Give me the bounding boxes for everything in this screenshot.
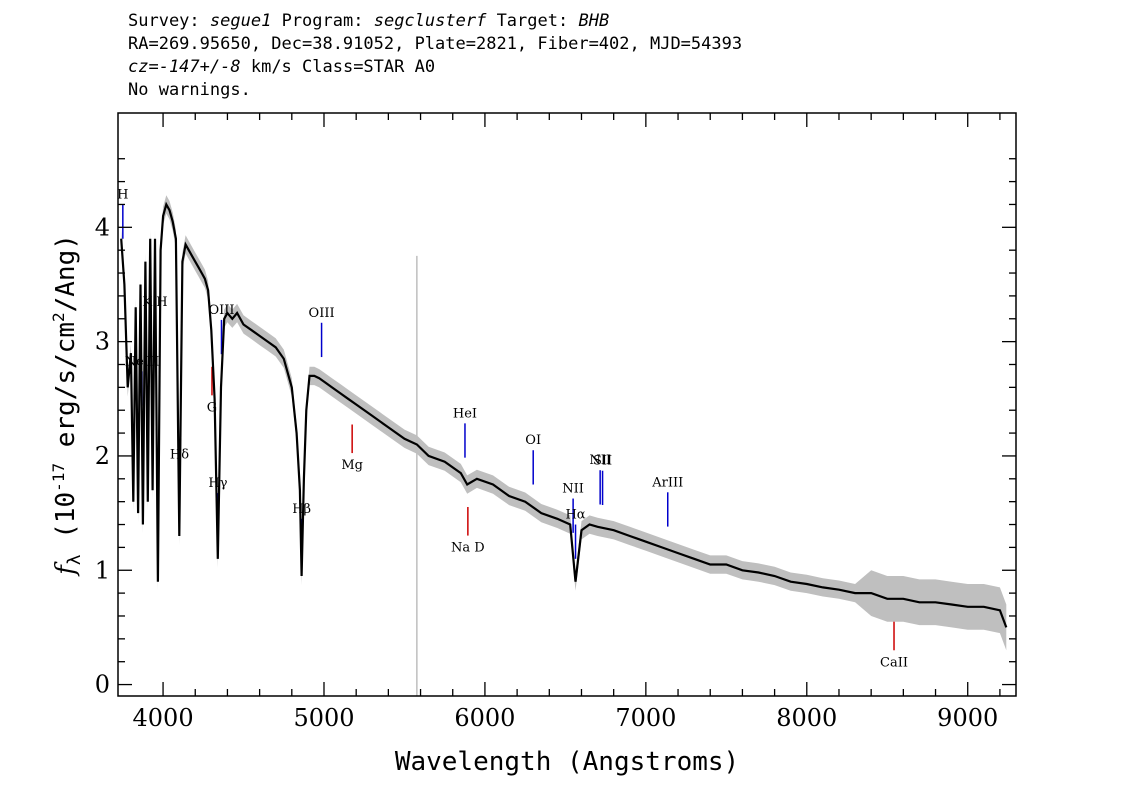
- y-axis-text: (10: [51, 492, 81, 539]
- error-band-area: [121, 195, 1007, 651]
- program-label: Program:: [281, 11, 364, 31]
- target-value: BHB: [578, 11, 610, 31]
- emission-line-label: NII: [562, 482, 584, 497]
- x-tick-label: 5000: [293, 704, 354, 732]
- line-markers: HNeIIIHδHγOIIIHβOIIIHeIOINIIHαNIISIIArII…: [117, 187, 908, 670]
- y-tick-label: 0: [95, 671, 110, 699]
- cz-units-class: km/s Class=STAR A0: [250, 57, 436, 77]
- program-value: segclusterf: [373, 11, 487, 31]
- absorption-line-label: Na D: [451, 541, 485, 556]
- emission-line-label: OIII: [309, 306, 335, 321]
- survey-value: segue1: [209, 11, 272, 31]
- header-line-redshift: cz=-147+/-8 km/s Class=STAR A0: [128, 56, 742, 79]
- y-axis-units: erg/s/cm: [51, 322, 81, 447]
- emission-line-label: NII: [589, 453, 611, 468]
- y-axis-symbol-sub: λ: [64, 554, 85, 565]
- x-axis-title: Wavelength (Angstroms): [395, 747, 739, 777]
- emission-line-label: H: [117, 187, 128, 202]
- x-tick-label: 6000: [454, 704, 515, 732]
- emission-line-label: SII: [593, 454, 612, 469]
- plot-frame: [117, 112, 1017, 697]
- y-tick-label: 4: [95, 213, 110, 241]
- target-label: Target:: [496, 11, 569, 31]
- header-line-coordinates: RA=269.95650, Dec=38.91052, Plate=2821, …: [128, 34, 743, 54]
- emission-line-label: HeI: [453, 406, 477, 421]
- absorption-line-label: Mg: [341, 458, 363, 473]
- y-axis-tail: /Ang): [51, 234, 81, 312]
- emission-line-label: Hγ: [208, 476, 227, 491]
- axis-tick-labels: 4000 5000 6000 7000 8000 9000 0 1 2 3 4: [95, 213, 999, 732]
- axis-ticks: [118, 113, 1016, 696]
- spectrum-header: Survey: segue1 Program: segclusterf Targ…: [128, 10, 742, 102]
- x-tick-label: 8000: [776, 704, 837, 732]
- y-axis-units-exponent: 2: [49, 312, 68, 322]
- y-tick-label: 1: [95, 556, 110, 584]
- emission-line-label: Hβ: [292, 502, 311, 517]
- x-tick-label: 7000: [615, 704, 676, 732]
- x-tick-label: 4000: [133, 704, 194, 732]
- y-axis-exponent: -17: [49, 463, 68, 492]
- error-band: [121, 195, 1007, 696]
- y-axis-title: fλ (10-17 erg/s/cm2/Ang): [49, 234, 85, 577]
- header-line-warnings: No warnings.: [128, 80, 251, 100]
- emission-line-label: OI: [525, 433, 541, 448]
- survey-label: Survey:: [128, 11, 200, 31]
- y-tick-label: 3: [95, 328, 110, 356]
- absorption-line-label: G: [207, 400, 217, 415]
- x-tick-label: 9000: [937, 704, 998, 732]
- absorption-line-label: CaII: [880, 655, 908, 670]
- cz-value: cz=-147+/-8: [128, 57, 241, 77]
- emission-line-label: Hα: [565, 508, 585, 523]
- y-tick-label: 2: [95, 442, 110, 470]
- emission-line-label: ArIII: [651, 475, 683, 490]
- flux-series-line: [120, 201, 1008, 628]
- header-line-survey: Survey: segue1 Program: segclusterf Targ…: [128, 10, 742, 33]
